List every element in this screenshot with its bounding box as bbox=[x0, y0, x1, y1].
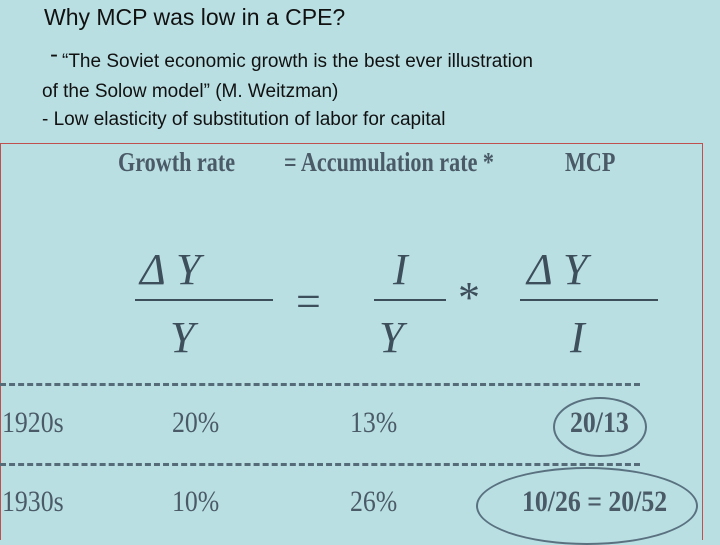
highlight-oval-1920s bbox=[553, 397, 647, 457]
rhs-fraction-bar bbox=[520, 299, 658, 301]
heading-growth-rate: Growth rate bbox=[118, 147, 236, 177]
lhs-numerator: Δ Y bbox=[140, 245, 201, 294]
divider-2 bbox=[0, 463, 640, 466]
formula-frame bbox=[0, 143, 703, 540]
row-1920s-accumulation: 13% bbox=[350, 406, 398, 439]
lhs-fraction-bar bbox=[135, 299, 273, 301]
slide-title: Why MCP was low in a CPE? bbox=[44, 4, 346, 30]
row-1930s-period: 1930s bbox=[2, 485, 64, 518]
heading-accumulation: = Accumulation rate * bbox=[284, 147, 495, 177]
equals-sign: = bbox=[296, 277, 321, 326]
times-sign: * bbox=[458, 273, 480, 322]
point-elasticity: - Low elasticity of substitution of labo… bbox=[42, 109, 446, 130]
lhs-denominator: Y bbox=[170, 313, 195, 362]
rhs-denominator: I bbox=[570, 313, 585, 362]
quote-line-2: of the Solow model” (M. Weitzman) bbox=[42, 81, 339, 102]
rhs-numerator: Δ Y bbox=[527, 245, 588, 294]
mid-numerator: I bbox=[393, 245, 408, 294]
divider-1 bbox=[0, 383, 640, 386]
row-1930s-growth: 10% bbox=[172, 485, 220, 518]
mid-denominator: Y bbox=[379, 313, 404, 362]
row-1920s-growth: 20% bbox=[172, 406, 220, 439]
row-1930s-accumulation: 26% bbox=[350, 485, 398, 518]
row-1920s-period: 1920s bbox=[2, 406, 64, 439]
mid-fraction-bar bbox=[374, 299, 446, 301]
heading-mcp: MCP bbox=[565, 147, 616, 177]
highlight-oval-1930s bbox=[476, 467, 698, 545]
quote-line-1: “The Soviet economic growth is the best … bbox=[62, 51, 533, 72]
quote-dash: - bbox=[50, 41, 58, 68]
